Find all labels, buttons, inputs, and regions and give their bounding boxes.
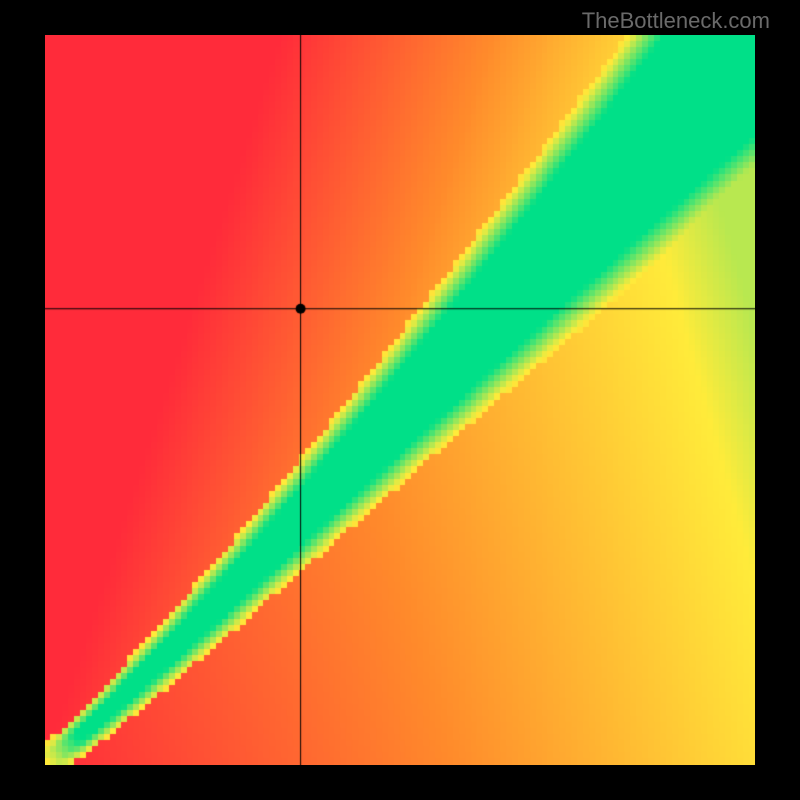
heatmap-chart bbox=[45, 35, 755, 765]
watermark-text: TheBottleneck.com bbox=[582, 8, 770, 34]
heatmap-canvas bbox=[45, 35, 755, 765]
